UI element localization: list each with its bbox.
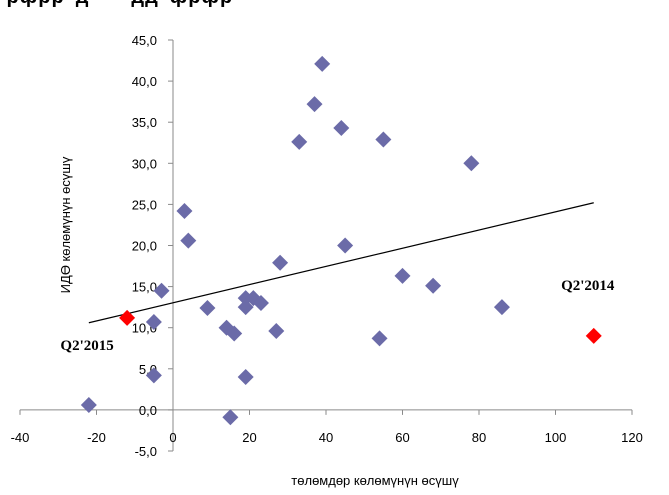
data-point <box>394 267 411 284</box>
data-point <box>222 409 239 426</box>
data-point <box>493 299 510 316</box>
data-point <box>237 299 254 316</box>
y-tick-label: 45,0 <box>132 33 157 48</box>
data-point <box>180 232 197 249</box>
x-tick-label: -40 <box>11 430 30 445</box>
y-tick-label: 35,0 <box>132 115 157 130</box>
cropped-title-text: ’рфрр д дд фрфр <box>0 0 233 8</box>
x-tick-label: 20 <box>242 430 256 445</box>
data-point <box>375 131 392 148</box>
y-tick-label: -5,0 <box>135 444 157 459</box>
y-tick-label: 40,0 <box>132 74 157 89</box>
data-point <box>226 325 243 342</box>
x-tick-label: 80 <box>472 430 486 445</box>
x-tick-label: 60 <box>395 430 409 445</box>
annotation-label: Q2'2014 <box>561 278 615 294</box>
data-point <box>176 202 193 219</box>
highlight-point <box>585 327 602 344</box>
data-point <box>268 322 285 339</box>
x-tick-label: -20 <box>87 430 106 445</box>
y-tick-label: 30,0 <box>132 156 157 171</box>
data-point <box>337 237 354 254</box>
data-point <box>245 290 262 307</box>
x-tick-label: 100 <box>545 430 567 445</box>
data-point <box>199 299 216 316</box>
y-tick-label: 20,0 <box>132 239 157 254</box>
data-point <box>252 295 269 312</box>
data-point <box>145 367 162 384</box>
tick-labels: -40 -20 0 20 40 60 80 100 120-5,00,05,010,015,02… <box>11 33 643 459</box>
data-point <box>153 282 170 299</box>
x-tick-label: 40 <box>319 430 333 445</box>
data-point <box>463 155 480 172</box>
x-tick-label: 120 <box>621 430 643 445</box>
y-axis-label: ИДӨ көлөмүнүн өсүшү <box>58 156 73 293</box>
annotations: Q2'2015 Q2'2014 <box>60 278 614 354</box>
highlight-point <box>119 309 136 326</box>
data-point <box>314 55 331 72</box>
data-point <box>306 96 323 113</box>
axes <box>19 39 633 452</box>
data-point <box>145 313 162 330</box>
y-tick-label: 0,0 <box>139 403 157 418</box>
data-point <box>272 254 289 271</box>
trendline <box>88 202 594 324</box>
x-tick-label: 0 <box>169 430 176 445</box>
data-point <box>237 369 254 386</box>
y-tick-label: 15,0 <box>132 280 157 295</box>
data-points <box>80 55 602 426</box>
trendline-group <box>88 202 594 324</box>
data-point <box>425 277 442 294</box>
y-tick-label: 25,0 <box>132 197 157 212</box>
cropped-title: ’рфрр д дд фрфр <box>0 0 669 8</box>
data-point <box>333 119 350 136</box>
data-point <box>371 330 388 347</box>
x-axis-label: төлөмдөр көлөмүнүн өсүшү <box>291 473 459 488</box>
data-point <box>291 133 308 150</box>
data-point <box>80 396 97 413</box>
annotation-label: Q2'2015 <box>60 338 113 354</box>
